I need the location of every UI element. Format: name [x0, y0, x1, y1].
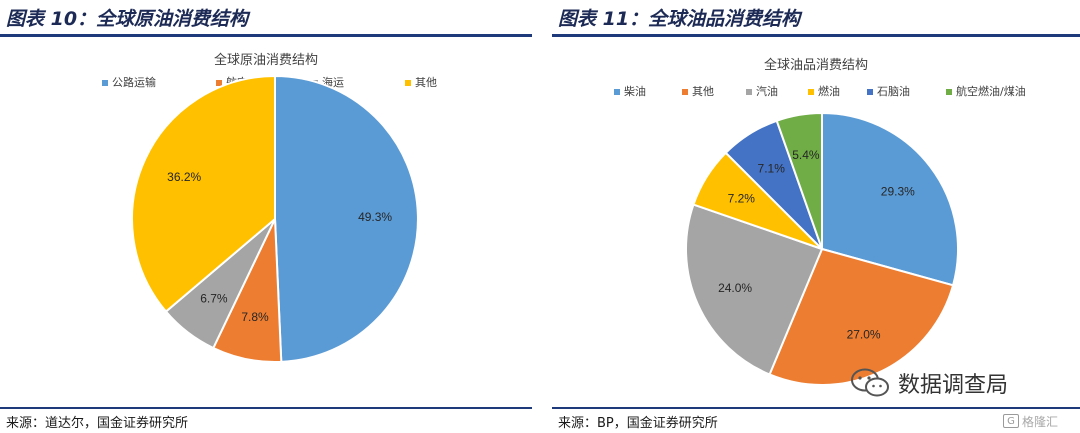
corner-logo: G 格隆汇 — [1003, 411, 1073, 431]
pie-slice-其他 — [768, 247, 955, 386]
data-label-其他: 27.0% — [847, 328, 881, 342]
legend-label-汽油: 汽油 — [756, 84, 778, 98]
watermark: 数据调查局 — [850, 365, 1065, 401]
legend-swatch-其他 — [405, 80, 411, 86]
glh-logo-icon: G — [1003, 414, 1019, 428]
data-label-航空燃油-煤油: 5.4% — [792, 148, 820, 162]
figure-title: 图表 10：全球原油消费结构 — [6, 8, 249, 30]
legend-swatch-汽油 — [746, 89, 752, 95]
chart-title: 全球原油消费结构 — [214, 52, 318, 68]
data-label-汽油: 24.0% — [718, 281, 752, 295]
legend-swatch-柴油 — [614, 89, 620, 95]
legend-swatch-其他 — [682, 89, 688, 95]
pie-slices — [131, 74, 419, 363]
source-rule — [552, 407, 1080, 409]
legend-swatch-航空燃油-煤油 — [946, 89, 952, 95]
source-note: 来源：道达尔，国金证券研究所 — [6, 416, 189, 431]
source-note: 来源：BP，国金证券研究所 — [558, 416, 718, 431]
title-rule — [552, 34, 1080, 37]
legend-swatch-石脑油 — [867, 89, 873, 95]
figure-title: 图表 11：全球油品消费结构 — [558, 8, 801, 30]
pie-slices — [685, 111, 959, 386]
legend-swatch-燃油 — [808, 89, 814, 95]
data-label-石脑油: 7.1% — [758, 162, 786, 176]
corner-logo-text: 格隆汇 — [1022, 414, 1059, 429]
data-label-海运: 6.7% — [200, 291, 228, 305]
data-label-航空: 7.8% — [241, 310, 269, 324]
legend-label-航空燃油-煤油: 航空燃油/煤油 — [956, 84, 1026, 98]
legend-label-燃油: 燃油 — [818, 84, 840, 98]
pie-slice-其他 — [131, 74, 276, 313]
data-label-柴油: 29.3% — [881, 184, 915, 198]
pie-slice-柴油 — [821, 111, 959, 287]
pie-data-labels: 29.3% 27.0% 24.0% 7.2% 7.1% 5.4% — [718, 148, 915, 341]
legend-label-石脑油: 石脑油 — [877, 84, 910, 98]
watermark-text: 数据调查局 — [898, 373, 1009, 398]
legend-swatch-航空 — [216, 80, 222, 86]
data-label-公路运输: 49.3% — [358, 210, 392, 224]
legend-label-其他: 其他 — [415, 76, 437, 89]
pie-slice-航空燃油-煤油 — [775, 111, 823, 250]
pie-data-labels: 49.3% 7.8% 6.7% 36.2% — [167, 170, 392, 324]
data-label-燃油: 7.2% — [728, 192, 756, 206]
source-rule — [0, 407, 532, 409]
legend-label-其他: 其他 — [692, 85, 714, 98]
figure-left: 图表 10：全球原油消费结构 全球原油消费结构 公路运输航空海运其他 49.3%… — [0, 0, 532, 433]
pie-slice-汽油 — [685, 203, 824, 376]
legend-label-柴油: 柴油 — [624, 84, 646, 98]
wechat-icon — [851, 368, 889, 397]
legend-swatch-公路运输 — [102, 80, 108, 86]
pie-slice-公路运输 — [274, 74, 419, 363]
data-label-其他: 36.2% — [167, 170, 201, 184]
legend-label-公路运输: 公路运输 — [112, 75, 156, 89]
pie-chart-crude-oil: 全球原油消费结构 公路运输航空海运其他 49.3%7.8%6.7%36.2% — [102, 52, 437, 363]
pie-chart-oil-products: 全球油品消费结构 柴油 其他 汽油 燃油 石脑油 航空燃油/煤油 29.3% 27.0% 24… — [614, 57, 1026, 386]
chart-legend: 柴油 其他 汽油 燃油 石脑油 航空燃油/煤油 — [614, 84, 1026, 98]
title-rule — [0, 34, 532, 37]
chart-title: 全球油品消费结构 — [764, 57, 868, 73]
figure-right: 图表 11：全球油品消费结构 全球油品消费结构 柴油 其他 汽油 燃油 石脑油 航空燃油/… — [552, 0, 1080, 433]
